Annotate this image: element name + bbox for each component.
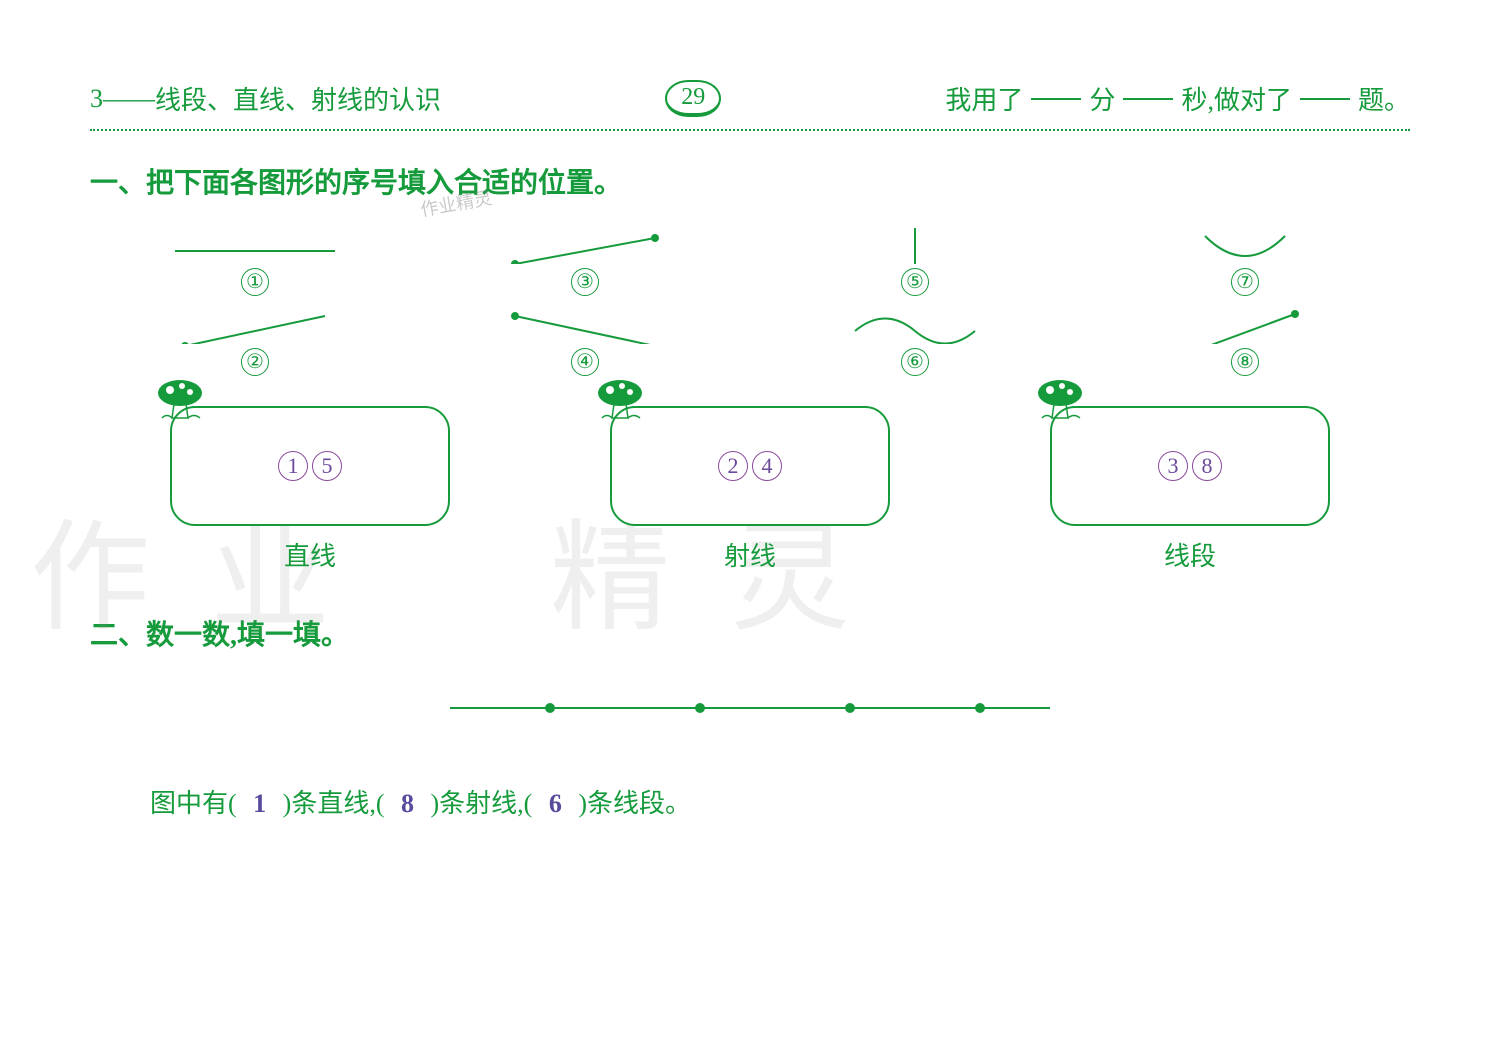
end-label: 题。 xyxy=(1358,80,1410,117)
shapes-row-2: ② ④ ⑥ ⑧ xyxy=(90,306,1410,376)
dash: —— xyxy=(103,84,155,114)
answer-value: 6 xyxy=(549,789,562,818)
shape-label: ③ xyxy=(571,268,599,296)
vertical-line-icon xyxy=(825,226,1005,264)
shape-3: ③ xyxy=(465,226,705,296)
blank-min[interactable] xyxy=(1031,98,1081,100)
shape-1: ① xyxy=(135,226,375,296)
line-icon xyxy=(165,226,345,264)
answer-val: 3 xyxy=(1158,451,1188,481)
answer-box-1: 1 5 直线 xyxy=(170,406,450,573)
shape-4: ④ xyxy=(465,306,705,376)
shape-label: ① xyxy=(241,268,269,296)
shape-7: ⑦ xyxy=(1125,226,1365,296)
text-part: )条射线,( xyxy=(431,789,533,818)
answer-box: 2 4 xyxy=(610,406,890,526)
answer-box-3: 3 8 线段 xyxy=(1050,406,1330,573)
section2: 二、数一数,填一填。 图中有( 1 )条直线,( 8 )条射线,( 6 )条线段… xyxy=(90,613,1410,820)
answer-box: 3 8 xyxy=(1050,406,1330,526)
blank-sec[interactable] xyxy=(1123,98,1173,100)
shape-8: ⑧ xyxy=(1125,306,1365,376)
section-title: 线段、直线、射线的认识 xyxy=(155,80,441,117)
page-number-badge: 29 xyxy=(665,80,721,117)
blank-count[interactable] xyxy=(1300,98,1350,100)
ray-icon xyxy=(495,306,675,344)
segment-icon xyxy=(1155,306,1335,344)
section2-answer: 图中有( 1 )条直线,( 8 )条射线,( 6 )条线段。 xyxy=(90,783,1410,820)
curve-icon xyxy=(1155,226,1335,264)
header-right: 我用了 分 秒,做对了 题。 xyxy=(945,80,1410,117)
sec-label: 秒,做对了 xyxy=(1181,80,1292,117)
mushroom-icon xyxy=(1032,378,1092,423)
shape-2: ② xyxy=(135,306,375,376)
box-label: 线段 xyxy=(1164,536,1216,573)
shape-label: ⑦ xyxy=(1231,268,1259,296)
page-header: 3 —— 线段、直线、射线的认识 29 我用了 分 秒,做对了 题。 xyxy=(90,80,1410,131)
ray-icon xyxy=(165,306,345,344)
answer-val: 2 xyxy=(718,451,748,481)
shapes-row-1: ① ③ ⑤ ⑦ xyxy=(90,226,1410,296)
number-line-icon xyxy=(400,683,1100,733)
shape-6: ⑥ xyxy=(795,306,1035,376)
text-part: )条线段。 xyxy=(578,789,691,818)
answer-val: 4 xyxy=(752,451,782,481)
segment-icon xyxy=(495,226,675,264)
text-part: 图中有( xyxy=(150,789,237,818)
wave-icon xyxy=(825,306,1005,344)
mushroom-icon xyxy=(592,378,652,423)
answer-boxes-row: 1 5 直线 2 4 射线 3 8 xyxy=(90,406,1410,573)
header-left: 3 —— 线段、直线、射线的认识 xyxy=(90,80,441,117)
text-part: )条直线,( xyxy=(283,789,385,818)
answer-box: 1 5 xyxy=(170,406,450,526)
section2-title: 二、数一数,填一填。 xyxy=(90,613,1410,653)
answer-val: 5 xyxy=(312,451,342,481)
answer-val: 8 xyxy=(1192,451,1222,481)
box-label: 射线 xyxy=(724,536,776,573)
shape-label: ⑥ xyxy=(901,348,929,376)
box-label: 直线 xyxy=(284,536,336,573)
answer-val: 1 xyxy=(278,451,308,481)
answer-value: 8 xyxy=(401,789,414,818)
score-prefix: 我用了 xyxy=(945,80,1023,117)
line-diagram xyxy=(90,683,1410,733)
section1-title: 一、把下面各图形的序号填入合适的位置。 xyxy=(90,161,1410,201)
shape-label: ② xyxy=(241,348,269,376)
shape-label: ⑧ xyxy=(1231,348,1259,376)
shape-label: ⑤ xyxy=(901,268,929,296)
shape-label: ④ xyxy=(571,348,599,376)
min-label: 分 xyxy=(1089,80,1115,117)
section-num: 3 xyxy=(90,84,103,114)
mushroom-icon xyxy=(152,378,212,423)
answer-box-2: 2 4 射线 xyxy=(610,406,890,573)
answer-value: 1 xyxy=(253,789,266,818)
shape-5: ⑤ xyxy=(795,226,1035,296)
